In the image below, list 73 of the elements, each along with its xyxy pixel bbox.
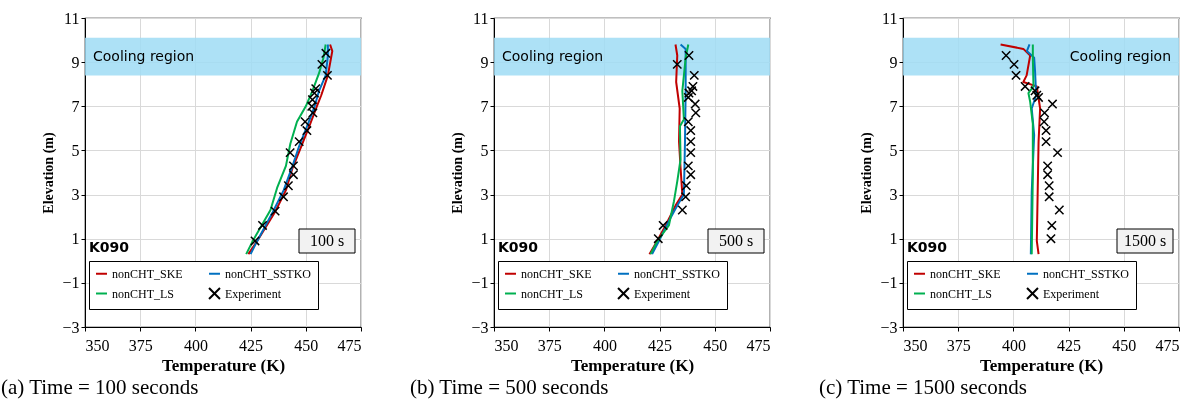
y-tick-label: −3 <box>62 318 80 336</box>
y-tick-label: 11 <box>64 9 80 27</box>
text: (c) Time = 1500 seconds <box>819 375 1027 399</box>
legend-label: Experiment <box>225 286 282 301</box>
legend-label: nonCHT_SKE <box>112 266 183 281</box>
x-tick-label: 400 <box>1001 336 1026 354</box>
annotation: 100 s <box>309 232 345 249</box>
y-tick-label: 7 <box>71 97 80 115</box>
x-tick-label: 450 <box>1112 336 1137 354</box>
legend-label: Experiment <box>634 286 691 301</box>
y-tick-label: 5 <box>889 141 898 159</box>
x-tick-label: 350 <box>494 336 519 354</box>
annotation: 1500 s <box>1123 232 1167 249</box>
y-tick-label: 7 <box>889 97 898 115</box>
x-tick-label: 475 <box>746 336 771 354</box>
x-tick-label: 425 <box>648 336 673 354</box>
annotation: K090 <box>907 239 948 255</box>
x-tick-label: 450 <box>294 336 319 354</box>
band-label: Cooling region <box>1069 47 1171 64</box>
y-tick-label: 5 <box>71 141 80 159</box>
x-tick-label: 425 <box>239 336 264 354</box>
y-tick-label: 9 <box>71 53 80 71</box>
text: (a) Time = 100 seconds <box>1 375 199 399</box>
legend-label: nonCHT_LS <box>521 286 584 301</box>
legend-label: nonCHT_SSTKO <box>225 266 312 281</box>
x-tick-label: 350 <box>85 336 110 354</box>
x-axis-title: Temperature (K) <box>570 355 695 375</box>
x-tick-label: 475 <box>1155 336 1180 354</box>
band-label: Cooling region <box>502 47 604 64</box>
legend-label: nonCHT_LS <box>930 286 993 301</box>
x-axis-title: Temperature (K) <box>979 355 1104 375</box>
legend-label: nonCHT_SSTKO <box>1043 266 1130 281</box>
x-tick-label: 350 <box>903 336 928 354</box>
legend-label: Experiment <box>1043 286 1100 301</box>
band-label: Cooling region <box>93 47 195 64</box>
x-tick-label: 450 <box>703 336 728 354</box>
legend-label: nonCHT_SSTKO <box>634 266 721 281</box>
y-tick-label: −1 <box>62 274 80 292</box>
x-tick-label: 425 <box>1057 336 1082 354</box>
y-tick-label: 1 <box>480 230 489 248</box>
y-tick-label: 5 <box>480 141 489 159</box>
y-tick-label: 11 <box>882 9 898 27</box>
annotation: K090 <box>498 239 539 255</box>
y-tick-label: −1 <box>471 274 489 292</box>
x-tick-label: 375 <box>537 336 562 354</box>
y-tick-label: 3 <box>480 186 489 204</box>
y-tick-label: 1 <box>71 230 80 248</box>
y-axis-title: Elevation (m) <box>40 132 57 214</box>
legend-label: nonCHT_SKE <box>930 266 1001 281</box>
y-tick-label: 3 <box>889 186 898 204</box>
y-tick-label: 9 <box>480 53 489 71</box>
x-axis-title: Temperature (K) <box>161 355 286 375</box>
annotation: K090 <box>89 239 130 255</box>
x-tick-label: 400 <box>183 336 208 354</box>
y-tick-label: 3 <box>71 186 80 204</box>
y-tick-label: 7 <box>480 97 489 115</box>
line-series <box>999 43 1042 256</box>
x-tick-label: 400 <box>592 336 617 354</box>
y-tick-label: −3 <box>880 318 898 336</box>
y-tick-label: 1 <box>889 230 898 248</box>
y-axis-title: Elevation (m) <box>858 132 875 214</box>
y-tick-label: 9 <box>889 53 898 71</box>
y-tick-label: 11 <box>473 9 489 27</box>
y-axis-title: Elevation (m) <box>449 132 466 214</box>
legend-label: nonCHT_LS <box>112 286 175 301</box>
text: (b) Time = 500 seconds <box>410 375 609 399</box>
legend-label: nonCHT_SKE <box>521 266 592 281</box>
x-tick-label: 375 <box>946 336 971 354</box>
annotation: 500 s <box>718 232 754 249</box>
y-tick-label: −3 <box>471 318 489 336</box>
y-tick-label: −1 <box>880 274 898 292</box>
x-tick-label: 375 <box>128 336 153 354</box>
x-tick-label: 475 <box>337 336 362 354</box>
